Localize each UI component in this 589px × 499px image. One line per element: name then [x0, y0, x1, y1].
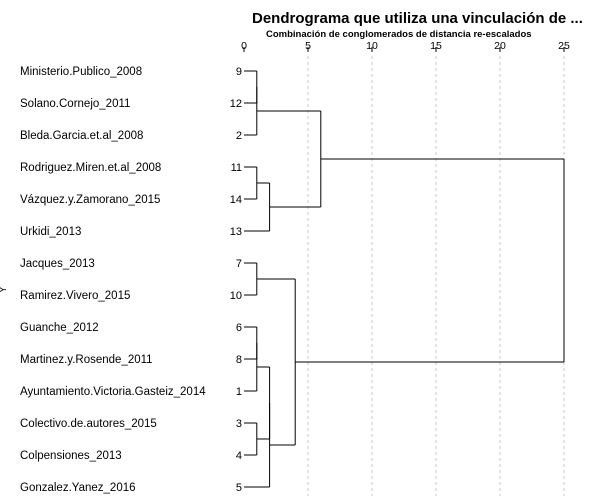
leaf-name: Vázquez.y.Zamorano_2015	[20, 194, 160, 206]
x-tick-label-2: 10	[366, 40, 378, 52]
leaf-name: Martinez.y.Rosende_2011	[20, 354, 153, 366]
x-tick-label-4: 20	[494, 40, 506, 52]
leaf-name: Colpensiones_2013	[20, 450, 122, 462]
x-tick-label-3: 15	[430, 40, 442, 52]
x-tick-label-1: 5	[305, 40, 311, 52]
leaf-id: 12	[230, 98, 242, 110]
leaf-id: 6	[236, 322, 242, 334]
leaf-name: Bleda.Garcia.et.al_2008	[20, 130, 143, 142]
leaf-id: 7	[236, 258, 242, 270]
leaf-name: Ayuntamiento.Victoria.Gasteiz_2014	[20, 386, 206, 398]
y-axis-label: Y	[0, 286, 9, 293]
leaf-id: 14	[230, 194, 242, 206]
x-axis-ticks: 0 5 10 15 20 25	[241, 40, 570, 52]
leaf-id: 5	[236, 482, 242, 494]
x-axis-label: Combinación de conglomerados de distanci…	[266, 29, 532, 40]
leaf-id: 4	[236, 450, 242, 462]
leaf-id: 2	[236, 130, 242, 142]
leaf-name: Gonzalez.Yanez_2016	[20, 482, 136, 494]
leaf-labels: Ministerio.Publico_2008 9 Solano.Cornejo_2…	[20, 66, 242, 494]
leaf-name: Urkidi_2013	[20, 226, 81, 238]
dendrogram-links	[244, 70, 565, 488]
leaf-id: 3	[236, 418, 242, 430]
leaf-name: Ramirez.Vivero_2015	[20, 290, 130, 302]
x-tick-label-5: 25	[558, 40, 570, 52]
leaf-name: Colectivo.de.autores_2015	[20, 418, 157, 430]
leaf-name: Solano.Cornejo_2011	[20, 98, 130, 110]
grid-lines	[307, 56, 565, 496]
leaf-id: 10	[230, 290, 242, 302]
leaf-id: 13	[230, 226, 242, 238]
leaf-name: Guanche_2012	[20, 322, 99, 334]
leaf-id: 9	[236, 66, 242, 78]
leaf-id: 1	[236, 386, 242, 398]
leaf-name: Ministerio.Publico_2008	[20, 66, 142, 78]
x-tick-label-0: 0	[241, 40, 247, 52]
leaf-id: 8	[236, 354, 242, 366]
leaf-name: Jacques_2013	[20, 258, 95, 270]
chart-title: Dendrograma que utiliza una vinculación …	[252, 10, 583, 27]
leaf-name: Rodriguez.Miren.et.al_2008	[20, 162, 161, 174]
leaf-id: 11	[231, 162, 242, 174]
